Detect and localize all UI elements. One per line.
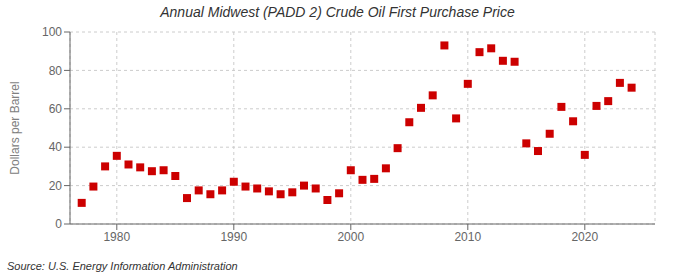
svg-text:20: 20 (49, 179, 63, 193)
svg-text:0: 0 (55, 217, 62, 231)
svg-text:2020: 2020 (571, 230, 598, 244)
svg-text:1990: 1990 (220, 230, 247, 244)
svg-text:1980: 1980 (103, 230, 130, 244)
svg-text:100: 100 (42, 25, 62, 39)
svg-text:2000: 2000 (337, 230, 364, 244)
html-text:Annual Midwest (PADD 2) Crude: Annual Midwest (PADD 2) Crude Oil First … (160, 4, 515, 20)
svg-text:2010: 2010 (454, 230, 481, 244)
html-text:Source: U.S. Energy Informatio: Source: U.S. Energy Information Administ… (7, 260, 238, 272)
svg-text:40: 40 (49, 140, 63, 154)
svg-text:Dollars per Barrel: Dollars per Barrel (8, 81, 22, 174)
svg-text:80: 80 (49, 64, 63, 78)
svg-text:60: 60 (49, 102, 63, 116)
